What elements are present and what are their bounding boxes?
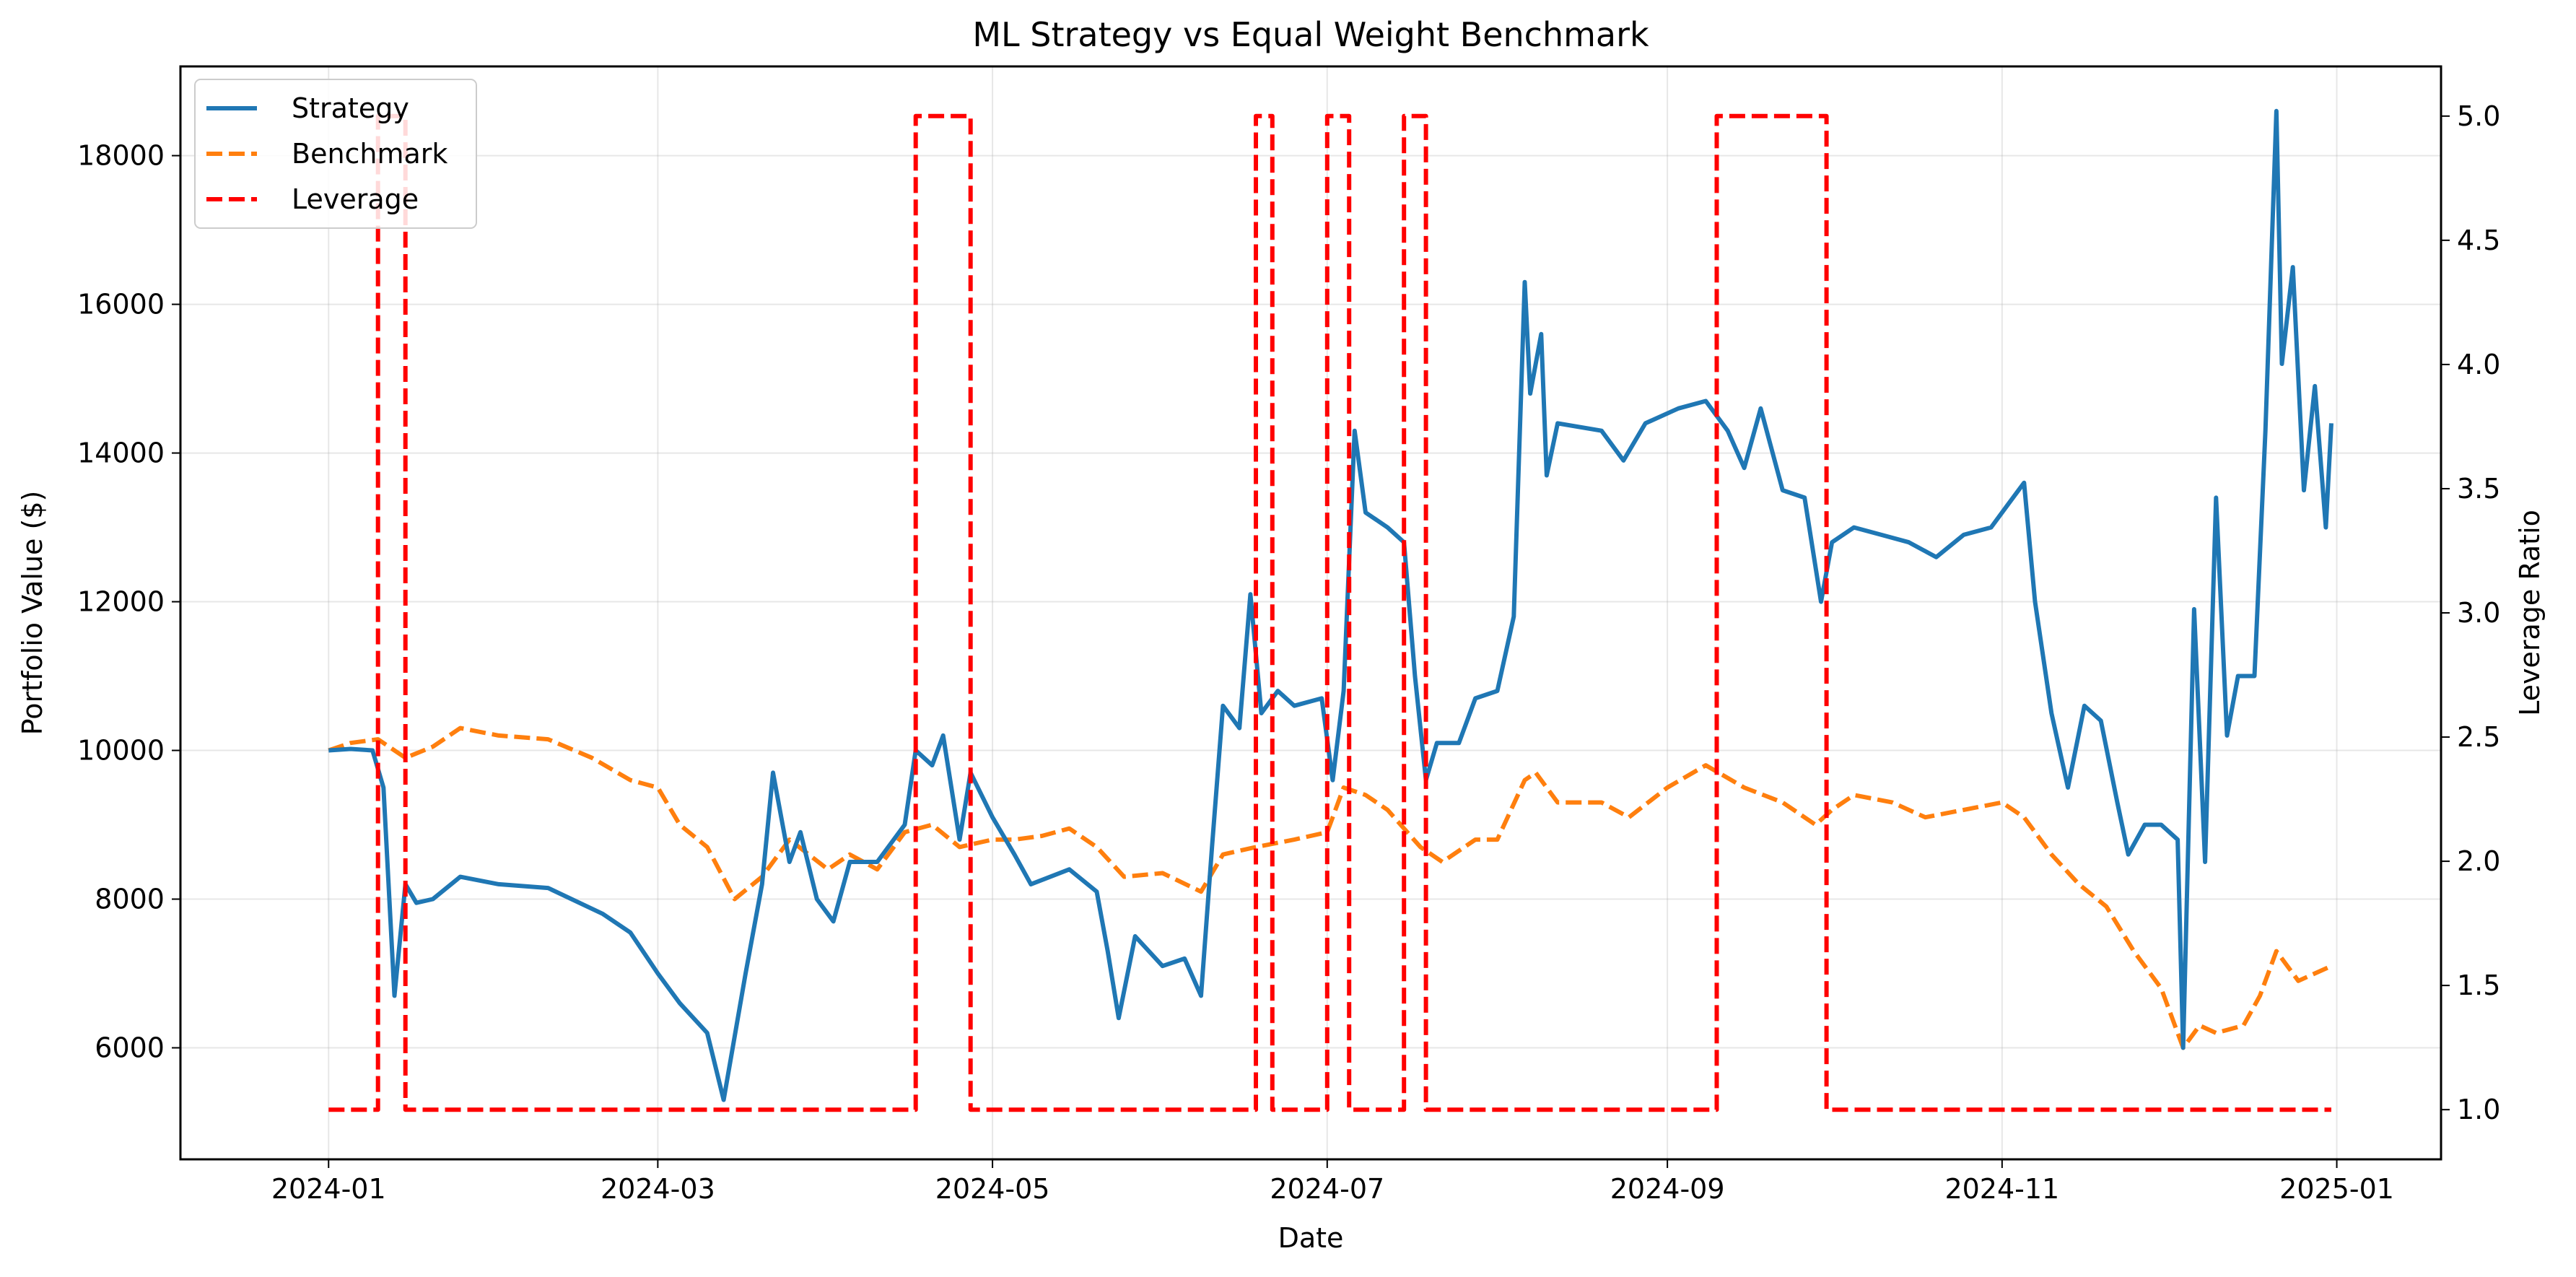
x-tick-label: 2025-01 <box>2279 1173 2394 1205</box>
y2-tick-label: 1.5 <box>2457 969 2500 1001</box>
y-tick-label: 8000 <box>95 884 165 915</box>
y2-tick-label: 2.5 <box>2457 721 2500 753</box>
y-tick-label: 6000 <box>95 1032 165 1064</box>
x-tick-label: 2024-11 <box>1944 1173 2059 1205</box>
x-tick-label: 2024-01 <box>271 1173 386 1205</box>
y-tick-label: 16000 <box>77 289 165 321</box>
series-lines <box>328 108 2333 1112</box>
y-tick-label: 12000 <box>77 586 165 618</box>
y2-tick-label: 4.5 <box>2457 225 2500 256</box>
chart-title: ML Strategy vs Equal Weight Benchmark <box>972 15 1649 54</box>
x-tick-label: 2024-03 <box>601 1173 715 1205</box>
y2-tick-label: 5.0 <box>2457 100 2500 132</box>
y2-axis-title: Leverage Ratio <box>2514 510 2546 716</box>
legend-label-strategy: Strategy <box>292 92 409 124</box>
y2-tick-label: 1.0 <box>2457 1094 2500 1125</box>
y-tick-label: 10000 <box>77 735 165 767</box>
series-line-leverage <box>328 113 2331 1112</box>
x-tick-label: 2024-09 <box>1610 1173 1725 1205</box>
series-line-benchmark <box>328 725 2333 1050</box>
x-tick-label: 2024-07 <box>1270 1173 1384 1205</box>
series-line-strategy <box>328 108 2333 1102</box>
grid-layer <box>180 66 2441 1159</box>
x-axis-title: Date <box>1278 1222 1344 1254</box>
legend-label-leverage: Leverage <box>292 183 419 215</box>
y2-tick-label: 2.0 <box>2457 845 2500 877</box>
y-tick-label: 18000 <box>77 140 165 172</box>
legend-label-benchmark: Benchmark <box>292 138 447 170</box>
y2-tick-label: 3.0 <box>2457 597 2500 629</box>
x-tick-label: 2024-05 <box>935 1173 1050 1205</box>
legend-box <box>194 79 477 229</box>
y-axis-title: Portfolio Value ($) <box>17 491 48 736</box>
y2-tick-label: 3.5 <box>2457 473 2500 505</box>
plot-area-frame <box>179 65 2442 1161</box>
axes: 2024-01 2024-03 2024-05 2024-07 2024-09 2024-… <box>77 100 2500 1205</box>
y2-tick-label: 4.0 <box>2457 349 2500 380</box>
legend: Strategy Benchmark Leverage <box>194 79 477 229</box>
y-tick-label: 14000 <box>77 437 165 469</box>
